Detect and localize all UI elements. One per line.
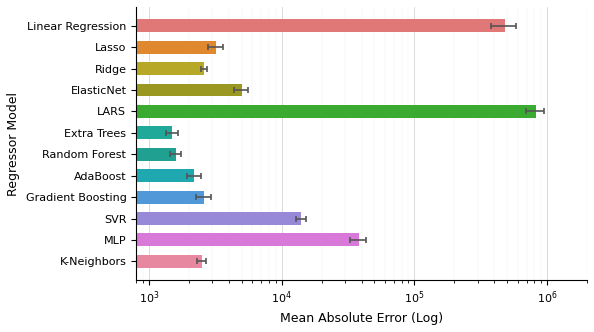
Bar [0, 148, 176, 161]
Bar [0, 105, 536, 118]
Bar [0, 41, 216, 54]
Bar [0, 191, 204, 204]
X-axis label: Mean Absolute Error (Log): Mean Absolute Error (Log) [280, 312, 443, 325]
Bar [0, 212, 301, 225]
Bar [0, 84, 242, 97]
Bar [0, 62, 204, 75]
Bar [0, 233, 359, 246]
Bar [0, 255, 202, 268]
Bar [0, 126, 172, 139]
Y-axis label: Regressor Model: Regressor Model [7, 92, 20, 196]
Bar [0, 19, 505, 32]
Bar [0, 169, 194, 182]
